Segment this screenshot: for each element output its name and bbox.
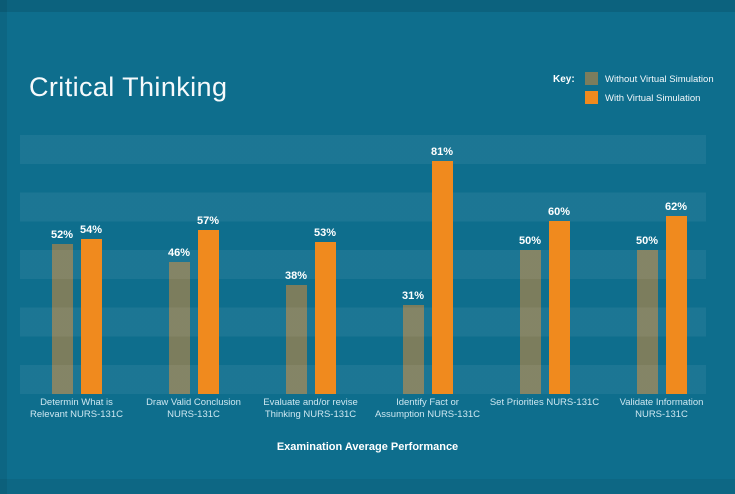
legend-item-label: Without Virtual Simulation [605,74,714,85]
bar-without-virtual-simulation [168,261,190,394]
bar-value-label: 57% [196,215,220,227]
bar-value-label: 53% [313,226,337,239]
legend-key-label: Key: [553,74,575,85]
bar-with-virtual-simulation [197,230,219,394]
gridline-bands [20,135,706,394]
bar-with-virtual-simulation [80,238,102,394]
bar-value-label: 60% [547,206,571,219]
category-label: Set Priorities NURS-131C [489,397,600,408]
bar-without-virtual-simulation [519,250,541,394]
bar-without-virtual-simulation [285,284,307,394]
chart-title: Critical Thinking [29,72,228,102]
legend-swatch-with-icon [585,91,598,104]
bar-with-virtual-simulation [431,160,453,394]
bar-value-label: 62% [664,200,688,213]
bar-value-label: 31% [401,289,425,302]
edge-shadow-top [0,0,735,12]
category-label: Identify Fact or Assumption NURS-131C [374,397,481,420]
legend-item-label: With Virtual Simulation [605,93,701,104]
category-label: Draw Valid Conclusion NURS-131C [146,397,241,420]
bar-without-virtual-simulation [636,250,658,394]
bar-value-label: 46% [167,246,191,259]
bar-value-label: 54% [79,223,103,236]
bar-value-label: 81% [430,145,454,158]
bar-value-label: 38% [284,269,308,282]
bar-with-virtual-simulation [665,215,687,394]
bar-without-virtual-simulation [402,304,424,394]
bar-without-virtual-simulation [51,244,73,394]
edge-shadow-left [0,0,7,494]
bar-value-label: 52% [50,229,74,242]
bar-value-label: 50% [635,235,659,248]
category-label: Evaluate and/or revise Thinking NURS-131… [263,397,358,420]
edge-shadow-bottom [0,479,735,494]
category-label: Determin What is Relevant NURS-131C [30,397,123,420]
x-axis-title: Examination Average Performance [276,441,459,453]
bar-with-virtual-simulation [314,241,336,394]
legend-swatch-without-icon [585,72,598,85]
bar-with-virtual-simulation [548,221,570,394]
bar-value-label: 50% [518,235,542,248]
category-label: Validate Information NURS-131C [619,397,704,420]
